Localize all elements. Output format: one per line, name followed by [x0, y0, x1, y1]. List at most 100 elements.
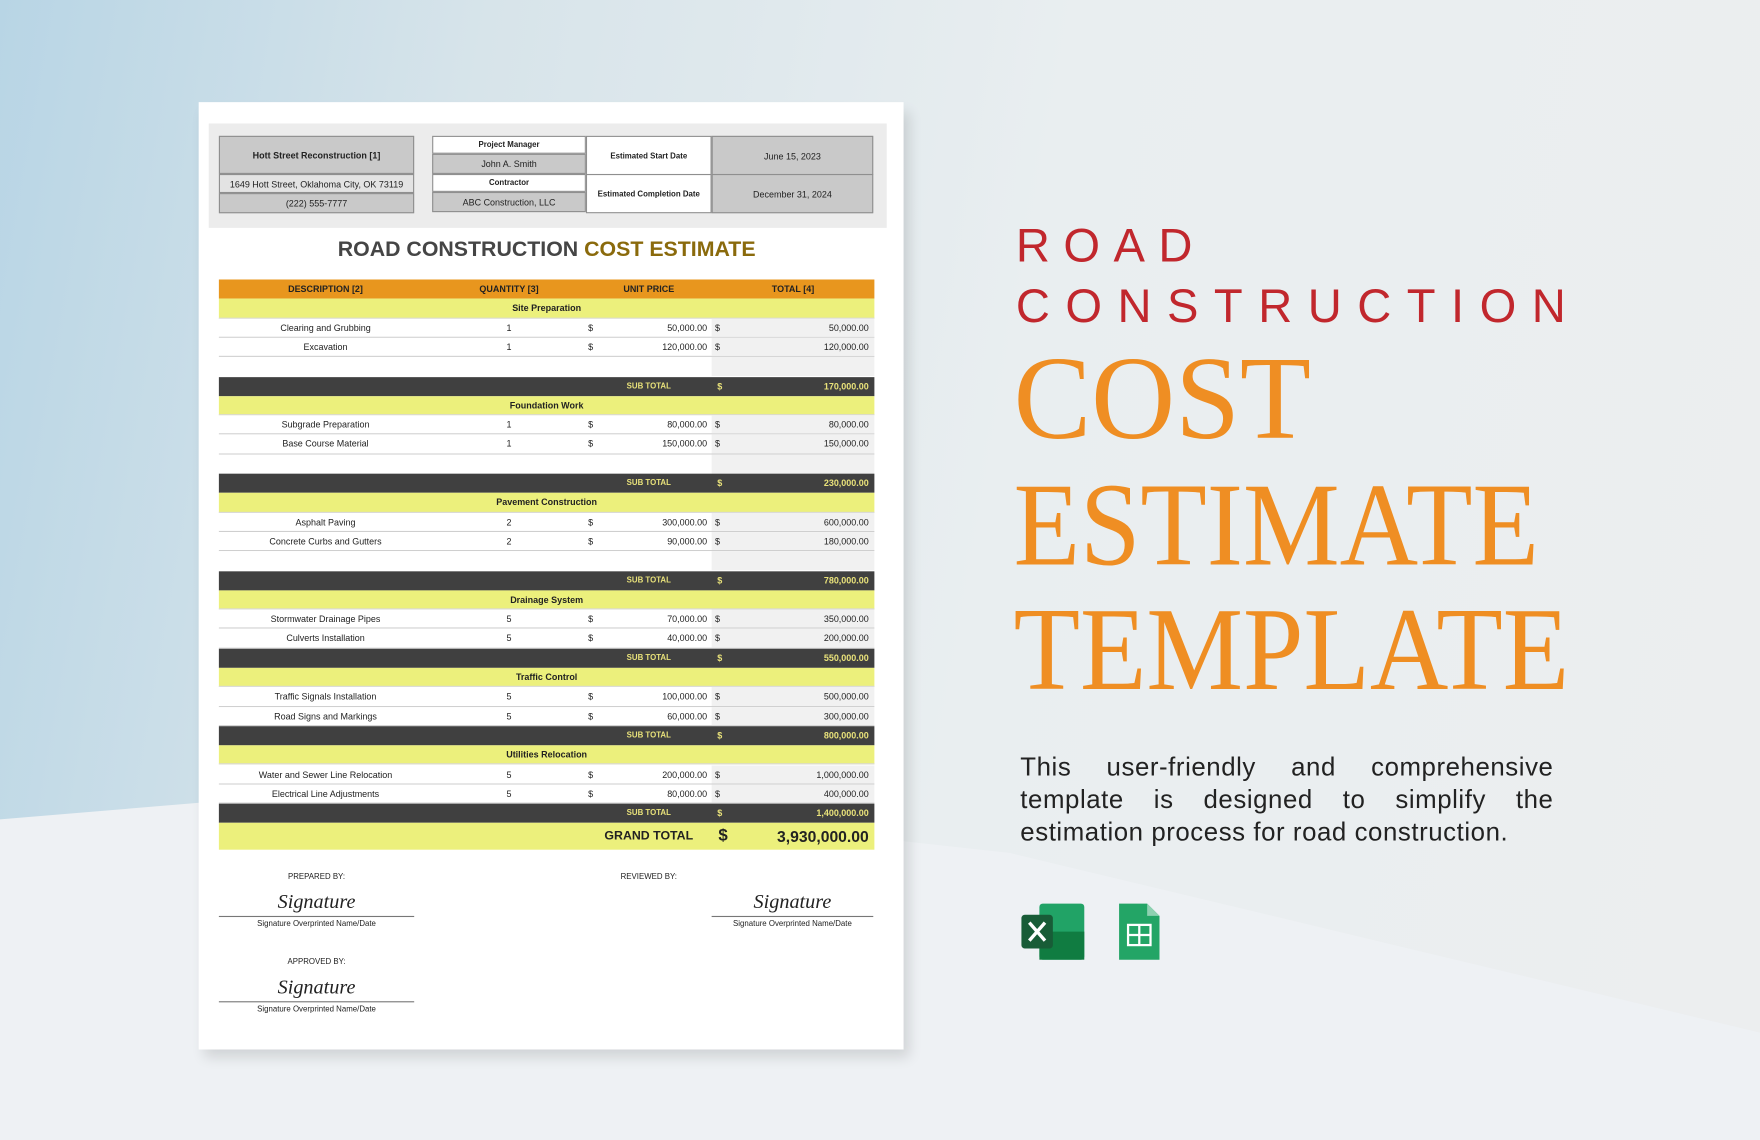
- currency: $: [717, 575, 723, 586]
- item-description: Culverts Installation: [286, 633, 365, 644]
- item-total: 300,000.00: [823, 711, 869, 722]
- item-row: [218, 531, 875, 552]
- item-unit-price: 50,000.00: [667, 322, 708, 333]
- item-total: 600,000.00: [823, 516, 869, 528]
- spacer-row: [218, 551, 875, 571]
- item-unit-price: 70,000.00: [667, 614, 708, 625]
- item-description: Subgrade Preparation: [281, 419, 370, 431]
- currency: $: [717, 730, 723, 741]
- currency: $: [588, 342, 594, 353]
- item-quantity: 5: [506, 769, 512, 780]
- total-cell: [711, 454, 875, 474]
- total-cell: [711, 784, 875, 803]
- doc-title: ROAD CONSTRUCTION COST ESTIMATE: [219, 237, 875, 264]
- subtotal-row: [218, 648, 875, 668]
- field-value: John A. Smith: [432, 153, 586, 174]
- subtotal-label: SUB TOTAL: [626, 576, 671, 585]
- currency: $: [715, 322, 720, 333]
- currency: $: [715, 536, 720, 547]
- signature-caption: Signature Overprinted Name/Date: [257, 1005, 376, 1014]
- item-quantity: 2: [506, 536, 512, 547]
- item-quantity: 5: [506, 691, 512, 702]
- column-header: QUANTITY [3]: [479, 283, 539, 295]
- item-quantity: 2: [506, 516, 512, 528]
- subtotal-row: [218, 803, 875, 824]
- signature-line: [218, 1001, 415, 1003]
- currency: $: [588, 439, 594, 450]
- item-row: [218, 337, 875, 358]
- currency: $: [588, 516, 594, 528]
- currency: $: [715, 633, 720, 644]
- item-unit-price: 100,000.00: [662, 691, 708, 702]
- item-description: Asphalt Paving: [295, 516, 356, 528]
- subtotal-label: SUB TOTAL: [626, 654, 671, 662]
- currency: $: [715, 516, 720, 528]
- doc-title-part: ROAD CONSTRUCTION: [337, 237, 579, 262]
- item-row: [218, 318, 875, 338]
- field-label: Project Manager: [432, 135, 586, 154]
- signature: Signature: [277, 890, 356, 913]
- total-cell: [711, 706, 875, 725]
- excel-icon: [1021, 903, 1085, 960]
- currency: $: [715, 342, 720, 353]
- table-header: [218, 279, 875, 299]
- section-row: Site Preparation: [218, 298, 875, 319]
- promo-title: ESTIMATE: [1014, 459, 1539, 591]
- currency: $: [715, 614, 720, 625]
- signature-caption: Signature Overprinted Name/Date: [733, 920, 852, 929]
- item-unit-price: 200,000.00: [662, 769, 708, 780]
- item-total: 1,000,000.00: [816, 769, 869, 780]
- item-description: Electrical Line Adjustments: [271, 788, 380, 799]
- item-description: Clearing and Grubbing: [280, 322, 371, 333]
- item-quantity: 1: [506, 322, 512, 333]
- signature: Signature: [753, 890, 832, 913]
- currency: $: [588, 322, 594, 333]
- item-unit-price: 300,000.00: [662, 516, 708, 528]
- signature-label: PREPARED BY:: [287, 873, 346, 882]
- subtotal-value: 550,000.00: [823, 652, 869, 664]
- signature-label: APPROVED BY:: [287, 958, 346, 967]
- item-total: 120,000.00: [823, 342, 869, 353]
- currency: $: [715, 439, 720, 450]
- item-unit-price: 80,000.00: [667, 788, 708, 799]
- item-total: 180,000.00: [823, 536, 869, 547]
- currency: $: [718, 826, 728, 846]
- item-quantity: 5: [506, 614, 512, 625]
- field-value: December 31, 2024: [711, 173, 874, 214]
- currency: $: [717, 652, 723, 664]
- total-cell: [711, 609, 875, 628]
- field-label: Contractor: [432, 173, 586, 192]
- spacer-row: [218, 454, 875, 474]
- total-cell: [711, 764, 875, 784]
- item-total: 400,000.00: [823, 788, 869, 799]
- grand-total-label: GRAND TOTAL: [604, 829, 694, 844]
- promo-description: This user-friendly and comprehensive tem…: [1020, 752, 1554, 847]
- item-row: [218, 687, 875, 707]
- project-phone: (222) 555-7777: [218, 193, 415, 214]
- subtotal-value: 1,400,000.00: [816, 808, 869, 819]
- item-quantity: 5: [506, 711, 512, 722]
- total-cell: [711, 629, 875, 648]
- item-row: [218, 764, 875, 785]
- item-description: Stormwater Drainage Pipes: [270, 614, 381, 625]
- item-description: Water and Sewer Line Relocation: [258, 769, 393, 780]
- currency: $: [715, 788, 720, 799]
- total-cell: [711, 357, 875, 377]
- subtotal-value: 780,000.00: [823, 575, 869, 586]
- subtotal-row: [218, 726, 875, 746]
- item-description: Base Course Material: [282, 439, 369, 450]
- item-description: Concrete Curbs and Gutters: [269, 536, 382, 547]
- field-label: Estimated Start Date: [585, 135, 712, 176]
- currency: $: [717, 381, 723, 392]
- promo-title: TEMPLATE: [1014, 583, 1570, 715]
- signature-label: REVIEWED BY:: [620, 873, 677, 882]
- project-address: 1649 Hott Street, Oklahoma City, OK 7311…: [218, 173, 415, 194]
- subtotal-row: [218, 570, 875, 591]
- column-header: UNIT PRICE: [623, 283, 675, 295]
- item-description: Road Signs and Markings: [274, 711, 377, 722]
- currency: $: [588, 419, 594, 431]
- item-total: 350,000.00: [823, 614, 869, 625]
- currency: $: [715, 769, 720, 780]
- currency: $: [715, 419, 720, 431]
